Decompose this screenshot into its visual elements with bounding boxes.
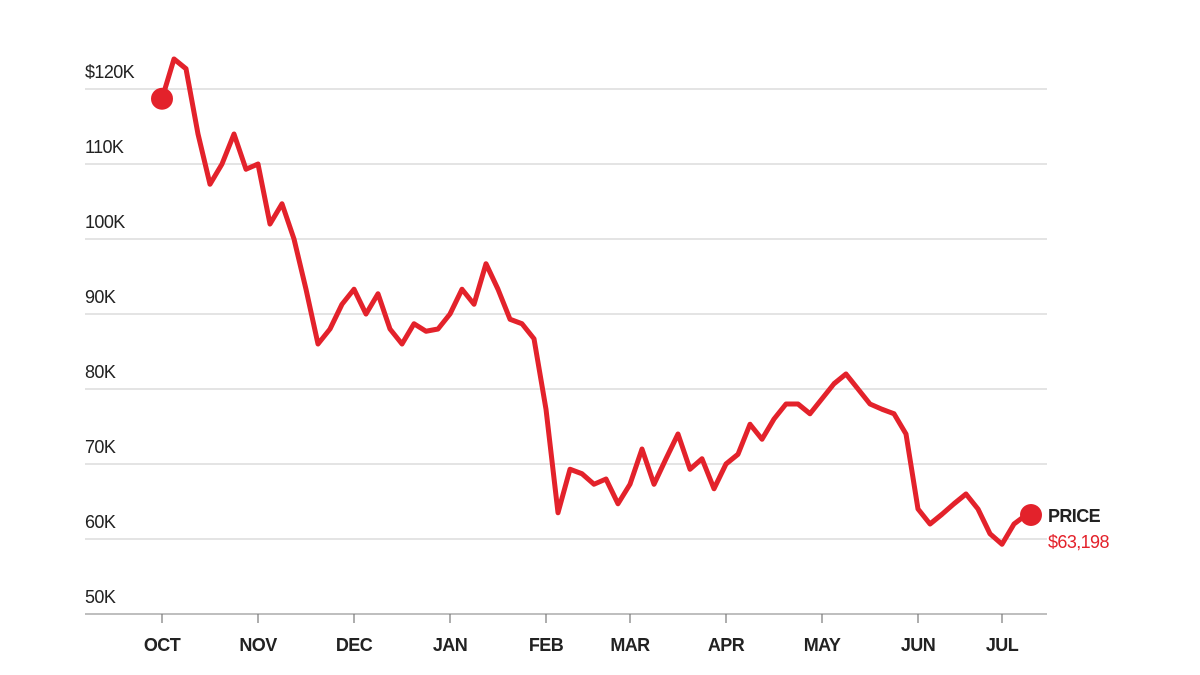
y-tick-label: 70K bbox=[85, 437, 116, 457]
y-tick-label: 80K bbox=[85, 362, 116, 382]
x-tick-label: MAR bbox=[610, 635, 650, 655]
value-label: $63,198 bbox=[1048, 532, 1109, 552]
x-tick-label: OCT bbox=[144, 635, 181, 655]
x-tick-label: DEC bbox=[336, 635, 373, 655]
x-tick-label: MAY bbox=[804, 635, 841, 655]
start-dot bbox=[151, 87, 173, 110]
x-tick-label: JUN bbox=[901, 635, 935, 655]
y-tick-label: 50K bbox=[85, 587, 116, 607]
y-tick-label: 90K bbox=[85, 287, 116, 307]
price-line bbox=[159, 56, 1029, 547]
end-dot bbox=[1020, 504, 1042, 527]
x-tick-label: JUL bbox=[986, 635, 1019, 655]
x-tick-label: FEB bbox=[529, 635, 564, 655]
y-tick-label: 100K bbox=[85, 212, 125, 232]
x-tick-label: JAN bbox=[433, 635, 467, 655]
y-tick-label: 60K bbox=[85, 512, 116, 532]
y-tick-label: $120K bbox=[85, 62, 135, 82]
x-tick-label: NOV bbox=[239, 635, 277, 655]
legend-label: PRICE bbox=[1048, 506, 1101, 526]
x-tick-label: APR bbox=[708, 635, 745, 655]
y-tick-label: 110K bbox=[85, 137, 124, 157]
